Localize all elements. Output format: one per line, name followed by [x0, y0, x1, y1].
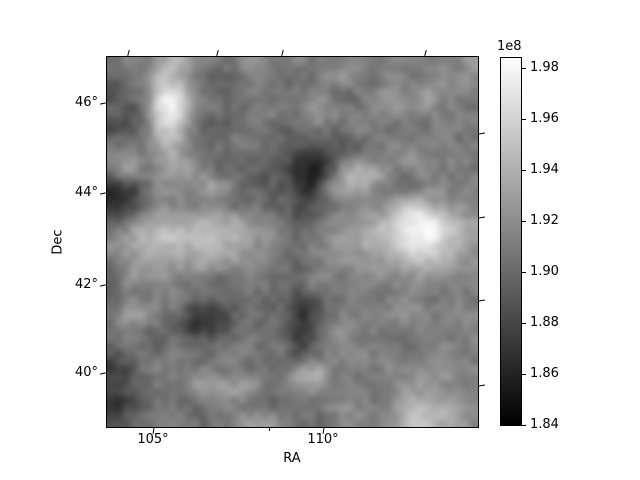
colorbar-gradient	[500, 57, 522, 426]
y-axis-tick	[99, 102, 107, 105]
heatmap-image	[107, 57, 478, 427]
y-tick-label-42: 42°	[74, 277, 98, 292]
colorbar-tick-label: 1.96	[530, 111, 559, 126]
colorbar-tick	[522, 323, 526, 325]
y-axis-tick	[99, 192, 107, 196]
colorbar-tick-label: 1.86	[530, 366, 559, 381]
colorbar-tick-label: 1.98	[530, 60, 559, 75]
x-tick-label-105: 105°	[137, 432, 169, 447]
colorbar-tick	[522, 119, 526, 121]
y-axis-label: Dec	[50, 229, 66, 255]
right-edge-tick	[478, 216, 486, 219]
colorbar-tick	[522, 221, 526, 223]
right-edge-tick	[478, 132, 486, 135]
colorbar-tick-label: 1.92	[530, 213, 559, 228]
right-edge-tick	[478, 299, 486, 302]
colorbar-tick	[522, 374, 526, 376]
colorbar-tick	[522, 272, 526, 274]
right-edge-tick	[478, 384, 486, 387]
top-edge-tick	[281, 49, 285, 57]
top-edge-tick	[216, 49, 219, 57]
y-tick-label-44: 44°	[74, 185, 98, 200]
colorbar-tick	[522, 425, 526, 427]
y-tick-label-46: 46°	[74, 95, 98, 110]
colorbar-tick-label: 1.90	[530, 264, 559, 279]
plot-area	[106, 56, 479, 428]
y-tick-label-40: 40°	[74, 365, 98, 380]
y-axis-tick	[99, 372, 107, 375]
colorbar-tick	[522, 68, 526, 70]
colorbar-tick-label: 1.84	[530, 417, 559, 432]
colorbar-tick-label: 1.94	[530, 162, 559, 177]
colorbar-scale-label: 1e8	[497, 39, 522, 54]
top-edge-tick	[424, 49, 427, 57]
x-tick-label-110: 110°	[307, 432, 339, 447]
y-axis-tick	[99, 284, 107, 287]
top-edge-tick	[127, 49, 131, 57]
colorbar-tick-label: 1.88	[530, 315, 559, 330]
x-axis-label: RA	[283, 451, 301, 466]
colorbar-tick	[522, 170, 526, 172]
x-axis-minor-tick	[268, 427, 271, 432]
